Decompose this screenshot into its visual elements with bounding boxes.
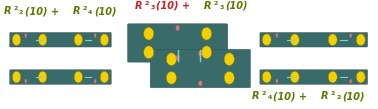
Ellipse shape	[201, 46, 212, 59]
Ellipse shape	[12, 34, 21, 46]
Text: (10) +: (10) +	[273, 91, 310, 101]
Ellipse shape	[74, 34, 82, 46]
Ellipse shape	[39, 71, 47, 83]
Text: 2: 2	[145, 1, 149, 6]
Ellipse shape	[262, 71, 271, 83]
Ellipse shape	[166, 72, 177, 84]
Ellipse shape	[198, 51, 202, 56]
Text: R: R	[204, 1, 212, 11]
Ellipse shape	[290, 71, 299, 83]
Ellipse shape	[350, 33, 352, 38]
Text: R: R	[321, 91, 329, 101]
Text: (10) +: (10) +	[156, 1, 194, 11]
Text: 2: 2	[13, 6, 18, 11]
Ellipse shape	[25, 79, 27, 83]
Ellipse shape	[276, 79, 278, 83]
Ellipse shape	[276, 33, 278, 38]
Text: 2: 2	[214, 1, 218, 6]
Text: R: R	[252, 91, 260, 101]
Text: (10) +: (10) +	[25, 6, 62, 16]
FancyBboxPatch shape	[260, 70, 367, 84]
Ellipse shape	[328, 34, 337, 46]
Text: R: R	[135, 1, 143, 11]
Ellipse shape	[100, 34, 108, 46]
FancyBboxPatch shape	[150, 49, 251, 88]
Ellipse shape	[12, 71, 21, 83]
Ellipse shape	[224, 53, 234, 66]
Text: 2: 2	[19, 10, 23, 15]
Ellipse shape	[356, 71, 365, 83]
Text: (10): (10)	[342, 91, 365, 101]
Ellipse shape	[94, 33, 96, 38]
Ellipse shape	[201, 27, 212, 40]
Ellipse shape	[262, 34, 271, 46]
Text: R: R	[4, 6, 11, 16]
Text: 2: 2	[336, 95, 341, 100]
Ellipse shape	[100, 71, 108, 83]
Ellipse shape	[166, 53, 177, 66]
FancyBboxPatch shape	[127, 24, 228, 62]
Text: 3: 3	[150, 5, 155, 10]
Text: (10): (10)	[94, 6, 116, 16]
Ellipse shape	[39, 34, 47, 46]
Text: 4: 4	[267, 95, 272, 100]
Text: R: R	[73, 6, 80, 16]
Ellipse shape	[176, 25, 180, 31]
Ellipse shape	[356, 34, 365, 46]
FancyBboxPatch shape	[260, 32, 367, 47]
Ellipse shape	[328, 71, 337, 83]
Text: 3: 3	[220, 5, 224, 10]
Ellipse shape	[176, 55, 180, 60]
Text: 2: 2	[331, 91, 335, 96]
Text: (10): (10)	[225, 1, 248, 11]
Ellipse shape	[290, 34, 299, 46]
Text: 4: 4	[88, 10, 93, 15]
Ellipse shape	[25, 33, 27, 38]
Ellipse shape	[144, 27, 154, 40]
Ellipse shape	[94, 79, 96, 83]
Ellipse shape	[74, 71, 82, 83]
Ellipse shape	[350, 79, 352, 83]
Ellipse shape	[198, 81, 202, 86]
Ellipse shape	[224, 72, 234, 84]
FancyBboxPatch shape	[10, 70, 111, 84]
Text: 2: 2	[82, 6, 87, 11]
FancyBboxPatch shape	[10, 32, 111, 47]
Text: 2: 2	[262, 91, 266, 96]
Ellipse shape	[144, 46, 154, 59]
